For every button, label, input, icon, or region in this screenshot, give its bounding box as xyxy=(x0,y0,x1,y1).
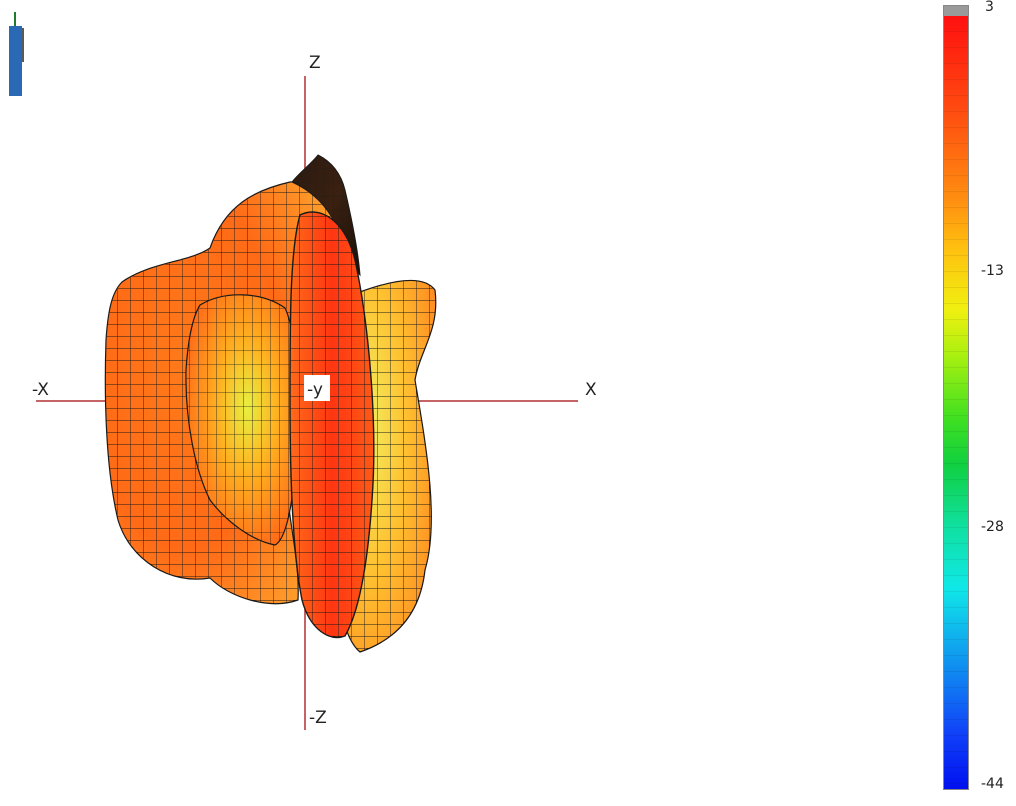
colorbar-tick-label: -13 xyxy=(981,263,1004,279)
colorbar-tick-label: -28 xyxy=(981,519,1004,535)
colorbar xyxy=(943,5,969,790)
axis-label-x-neg: -X xyxy=(32,380,49,400)
colorbar-gradient xyxy=(944,16,968,789)
colorbar-tick-label: 3 xyxy=(985,0,994,15)
inner-lobe xyxy=(185,294,298,546)
axis-label-y-neg-bg xyxy=(304,375,330,401)
axis-label-z-neg: -Z xyxy=(309,708,327,728)
axis-label-x-pos: X xyxy=(585,380,597,400)
colorbar-cap xyxy=(944,6,968,16)
axis-label-y-neg: -y xyxy=(307,380,323,400)
colorbar-tick-label: -44 xyxy=(981,776,1004,792)
center-lobe xyxy=(289,211,375,639)
colorbar-bands xyxy=(944,16,968,789)
axis-label-z-pos: Z xyxy=(309,53,321,73)
bar-indicator-icon xyxy=(9,12,24,96)
